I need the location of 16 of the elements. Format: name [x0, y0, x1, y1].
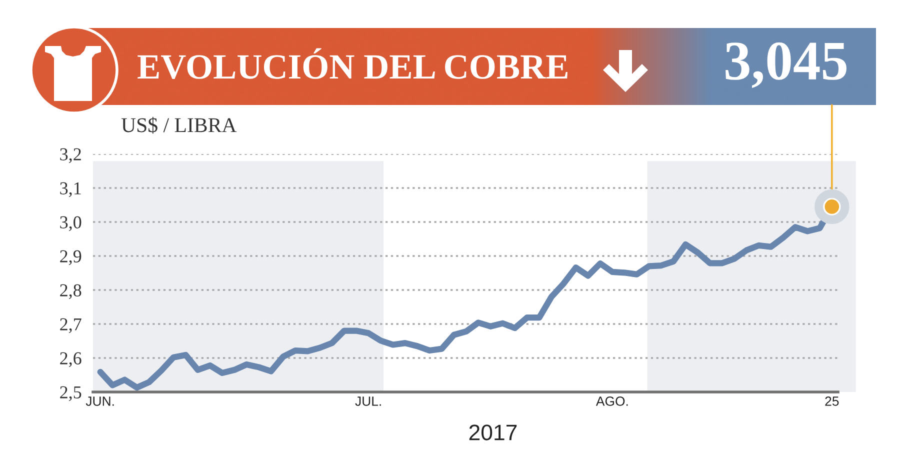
y-tick-label: 3,0: [60, 216, 82, 232]
y-tick-label: 3,1: [60, 182, 81, 198]
x-tick-label: AGO.: [596, 396, 628, 406]
y-tick-label: 2,8: [60, 284, 82, 300]
y-tick-label: 2,9: [60, 250, 82, 266]
y-axis-title: US$ / LIBRA: [121, 116, 237, 134]
y-tick-label: 3,2: [60, 148, 81, 164]
x-tick-label: 25: [825, 396, 839, 406]
x-tick-label: JUN.: [86, 396, 114, 406]
y-tick-label: 2,6: [60, 352, 82, 368]
y-tick-label: 2,5: [60, 386, 82, 402]
chart-title: EVOLUCIÓN DEL COBRE: [138, 48, 568, 80]
y-tick-label: 2,7: [60, 318, 82, 334]
annotation: 3,045: [726, 42, 846, 88]
x-axis-title: 2017: [469, 424, 517, 440]
x-tick-label: JUL.: [355, 396, 381, 406]
